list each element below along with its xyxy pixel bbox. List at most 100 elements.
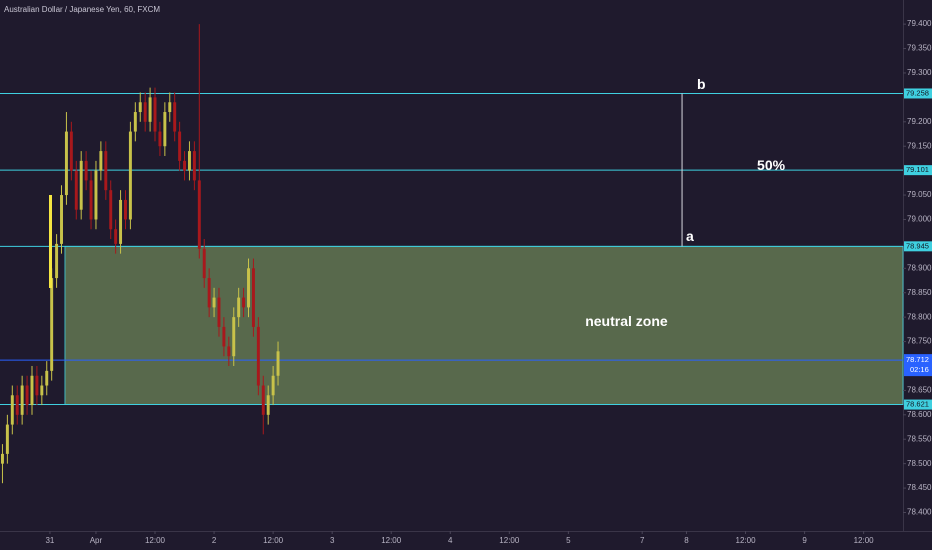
candle-body bbox=[124, 199, 127, 220]
x-tick-label: 5 bbox=[566, 536, 571, 545]
candle-body bbox=[163, 112, 167, 147]
y-tick-label: 79.400 bbox=[907, 19, 932, 28]
candle-body bbox=[25, 385, 29, 406]
y-tick-label: 79.150 bbox=[907, 141, 932, 150]
candle-body bbox=[15, 395, 19, 415]
candle-body bbox=[109, 190, 113, 230]
candle-body bbox=[69, 131, 73, 171]
y-tick-label: 78.600 bbox=[907, 410, 932, 419]
level-label: 79.258 bbox=[906, 88, 929, 97]
candle-body bbox=[192, 151, 196, 181]
candle-body bbox=[55, 243, 59, 279]
x-tick-label: 9 bbox=[802, 536, 807, 545]
y-tick-label: 79.200 bbox=[907, 117, 932, 126]
candle-body bbox=[79, 160, 83, 210]
candle-body bbox=[143, 102, 147, 122]
candle-body bbox=[256, 326, 260, 386]
level-label: 78.621 bbox=[906, 400, 929, 409]
candle-body bbox=[128, 131, 132, 220]
x-tick-label: 4 bbox=[448, 536, 453, 545]
candle-body bbox=[119, 199, 123, 244]
candle-body bbox=[261, 385, 265, 415]
candle-body bbox=[10, 395, 14, 425]
y-tick-label: 78.450 bbox=[907, 483, 932, 492]
candle-body bbox=[99, 151, 103, 171]
candle-body bbox=[247, 268, 250, 308]
label-layer: 79.400 79.350 79.300 79.200 79.150 79.050 79.0… bbox=[45, 19, 932, 545]
candle-body bbox=[183, 160, 187, 171]
candle-body bbox=[40, 385, 44, 396]
candle-body bbox=[0, 453, 4, 464]
candle-body bbox=[222, 326, 226, 347]
y-tick-label: 78.400 bbox=[907, 508, 932, 517]
candle-layer bbox=[0, 24, 280, 484]
candle-body bbox=[64, 131, 68, 196]
candle-body bbox=[158, 131, 162, 147]
x-tick-label: Apr bbox=[90, 536, 103, 545]
candle-body bbox=[251, 268, 255, 327]
x-tick-label: 7 bbox=[640, 536, 645, 545]
candle-body bbox=[276, 351, 280, 376]
candle-body bbox=[242, 297, 246, 308]
chart-title: Australian Dollar / Japanese Yen, 60, FX… bbox=[4, 5, 160, 14]
candle-body bbox=[227, 346, 231, 357]
candle-body bbox=[138, 102, 142, 113]
y-tick-label: 79.000 bbox=[907, 215, 932, 224]
candle-body bbox=[217, 297, 221, 327]
candle-body bbox=[5, 424, 9, 454]
fib-a-label: a bbox=[686, 228, 694, 244]
candle-body bbox=[187, 151, 191, 171]
candle-body bbox=[148, 97, 152, 122]
x-tick-label: 2 bbox=[212, 536, 217, 545]
candle-body bbox=[266, 395, 270, 415]
x-tick-label: 8 bbox=[684, 536, 689, 545]
candle-body bbox=[30, 375, 34, 406]
candle-body bbox=[237, 297, 241, 318]
candle-body bbox=[50, 278, 54, 371]
level-tag bbox=[904, 88, 932, 99]
candle-body bbox=[173, 102, 177, 132]
y-tick-label: 79.350 bbox=[907, 44, 932, 53]
y-tick-label: 79.050 bbox=[907, 190, 932, 199]
candle-body bbox=[45, 370, 49, 386]
candle-body bbox=[74, 170, 78, 210]
candle-body bbox=[271, 375, 275, 396]
candle-body bbox=[168, 102, 172, 113]
zone-label: neutral zone bbox=[585, 313, 668, 329]
candle-body bbox=[153, 97, 157, 132]
y-tick-label: 78.800 bbox=[907, 312, 932, 321]
fib-b-label: b bbox=[697, 76, 706, 92]
candle-body bbox=[133, 112, 137, 132]
candle-body bbox=[178, 131, 182, 161]
current-price-label: 78.712 bbox=[906, 355, 929, 364]
candle-body bbox=[104, 151, 108, 191]
x-tick-label: 12:00 bbox=[854, 536, 875, 545]
y-tick-label: 78.650 bbox=[907, 386, 932, 395]
level-label: 78.945 bbox=[906, 241, 929, 250]
countdown-label: 02:16 bbox=[910, 365, 929, 374]
candle-body bbox=[202, 248, 206, 279]
candle-body bbox=[207, 278, 211, 308]
level-tag bbox=[904, 399, 932, 410]
candle-body bbox=[20, 385, 24, 415]
neutral-zone bbox=[64, 245, 904, 405]
zone-layer bbox=[64, 245, 904, 405]
candle-body bbox=[212, 297, 216, 308]
x-tick-label: 3 bbox=[330, 536, 335, 545]
candle-body bbox=[197, 180, 201, 249]
level-tag bbox=[904, 165, 932, 176]
y-tick-label: 79.300 bbox=[907, 68, 932, 77]
x-tick-label: 12:00 bbox=[736, 536, 757, 545]
current-price-tag bbox=[904, 354, 932, 377]
candle-body bbox=[84, 160, 88, 181]
y-tick-label: 78.500 bbox=[907, 459, 932, 468]
y-tick-label: 78.750 bbox=[907, 337, 932, 346]
y-tick-label: 78.850 bbox=[907, 288, 932, 297]
x-tick-label: 31 bbox=[45, 536, 54, 545]
y-tick-label: 78.900 bbox=[907, 263, 932, 272]
candle-body bbox=[114, 229, 118, 244]
candle-body bbox=[60, 195, 63, 244]
level-label: 79.101 bbox=[906, 165, 929, 174]
x-tick-label: 12:00 bbox=[381, 536, 402, 545]
